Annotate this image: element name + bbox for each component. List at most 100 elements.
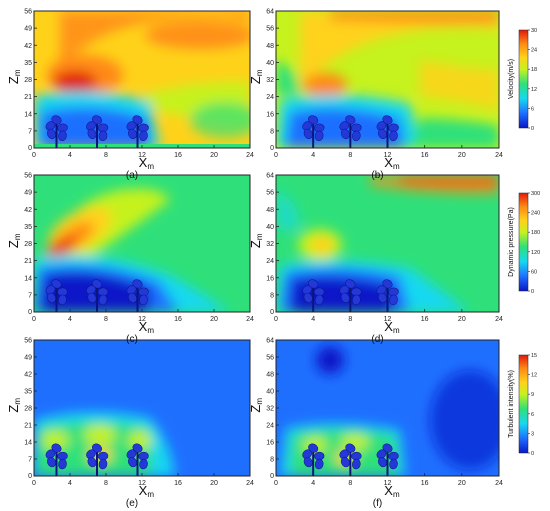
colorbar-tick-label: 18 — [531, 67, 537, 73]
y-tick-label: 7 — [28, 292, 32, 299]
x-axis-title: Xm — [384, 155, 400, 171]
colorbar-turbulence-labels: 0 3 6 9 12 15 Turbulent intensity(%) — [508, 353, 537, 457]
x-tick-label: 0 — [32, 480, 36, 487]
y-tick-label: 16 — [266, 275, 274, 282]
origin-label: 0 — [270, 473, 274, 480]
y-tick-label: 56 — [24, 9, 32, 16]
panel-label: (f) — [373, 498, 382, 509]
colorbar-turbulence — [518, 354, 529, 454]
x-tick-label: 4 — [311, 480, 315, 487]
origin-label: 0 — [28, 309, 32, 316]
x-tick-label: 20 — [210, 480, 218, 487]
y-tick-label: 49 — [24, 26, 32, 33]
tree-leaf — [303, 128, 313, 139]
colorbar-tick-label: 0 — [531, 126, 534, 132]
tree-leaf — [378, 128, 387, 139]
tree-leaf — [58, 294, 67, 306]
x-tick-label: 0 — [32, 152, 36, 159]
tree-leaf — [51, 443, 62, 453]
x-tick-label: 24 — [246, 316, 254, 323]
x-tick-label: 0 — [274, 480, 278, 487]
y-axis-subscript: m — [13, 398, 22, 405]
tree-leaf — [139, 130, 148, 142]
y-tick-label: 24 — [266, 423, 274, 430]
tree-leaf — [139, 294, 148, 306]
x-axis-title: Xm — [139, 155, 155, 171]
y-tick-label: 40 — [266, 224, 274, 231]
y-tick-label: 42 — [24, 207, 32, 214]
tree-leaf — [314, 294, 324, 306]
panel-label: (c) — [126, 334, 138, 345]
tree-leaf — [345, 115, 356, 125]
y-tick-label: 56 — [266, 26, 274, 33]
x-tick-label: 20 — [210, 316, 218, 323]
y-tick-label: 8 — [270, 292, 274, 299]
x-axis-title: Xm — [139, 319, 155, 335]
x-axis-title: Xm — [139, 483, 155, 499]
y-tick-label: 56 — [24, 338, 32, 345]
colorbar-velocity — [518, 29, 529, 129]
colorbar-velocity-labels: 0 6 12 18 24 30 Velocity(m/s) — [508, 28, 537, 132]
colorbar-pressure-labels: 0 60 120 180 240 300 Dynamic pressure(Pa) — [508, 191, 540, 295]
x-axis-subscript: m — [147, 162, 154, 171]
x-axis-subscript: m — [393, 490, 400, 499]
tree-leaf — [139, 458, 148, 470]
x-axis-title: Xm — [384, 483, 400, 499]
tree-leaf — [378, 292, 387, 303]
tree-leaf — [91, 279, 103, 289]
y-axis-subscript: m — [255, 398, 264, 405]
y-tick-label: 14 — [24, 275, 32, 282]
y-tick-label: 48 — [266, 372, 274, 379]
x-tick-label: 12 — [384, 480, 392, 487]
y-tick-label: 28 — [24, 77, 32, 84]
y-tick-label: 35 — [24, 389, 32, 396]
y-tick-label: 7 — [28, 457, 32, 464]
y-tick-label: 14 — [24, 111, 32, 118]
y-tick-label: 8 — [270, 457, 274, 464]
panel-label: (b) — [371, 170, 383, 181]
x-tick-label: 20 — [458, 316, 466, 323]
tree-leaf — [340, 292, 350, 303]
y-tick-label: 16 — [266, 440, 274, 447]
colorbar-tick-label: 15 — [531, 353, 537, 359]
x-tick-label: 12 — [384, 152, 392, 159]
panel-e-trees — [45, 443, 149, 476]
y-tick-label: 28 — [24, 241, 32, 248]
colorbar-tick-label: 6 — [531, 412, 534, 418]
panel-b-trees — [302, 115, 399, 148]
tree-leaf — [47, 128, 56, 139]
x-tick-label: 24 — [246, 480, 254, 487]
x-tick-label: 12 — [138, 316, 146, 323]
tree-leaf — [345, 279, 356, 289]
panel-a-trees — [45, 115, 149, 148]
y-tick-label: 48 — [266, 207, 274, 214]
tree-leaf — [91, 443, 103, 453]
y-tick-label: 64 — [266, 173, 274, 180]
colorbar-tick-label: 6 — [531, 106, 534, 112]
colorbar-tick-label: 120 — [531, 250, 540, 256]
tree-leaf — [128, 292, 137, 303]
panel-label: (e) — [126, 498, 138, 509]
tree-leaf — [132, 443, 143, 453]
x-tick-label: 24 — [495, 152, 503, 159]
y-tick-label: 56 — [266, 190, 274, 197]
x-axis-title: Xm — [384, 319, 400, 335]
tree-leaf — [378, 456, 387, 468]
x-tick-label: 16 — [421, 152, 429, 159]
panel-label: (d) — [371, 334, 383, 345]
tree-leaf — [314, 130, 324, 142]
tree-leaf — [91, 115, 103, 125]
y-tick-label: 24 — [266, 94, 274, 101]
y-tick-label: 49 — [24, 190, 32, 197]
tree-leaf — [303, 456, 313, 468]
y-tick-label: 28 — [24, 406, 32, 413]
y-tick-label: 42 — [24, 43, 32, 50]
x-tick-label: 8 — [348, 480, 352, 487]
tree-leaf — [308, 443, 319, 453]
panel-c-trees — [45, 279, 149, 312]
x-tick-label: 8 — [348, 316, 352, 323]
y-tick-label: 21 — [24, 258, 32, 265]
